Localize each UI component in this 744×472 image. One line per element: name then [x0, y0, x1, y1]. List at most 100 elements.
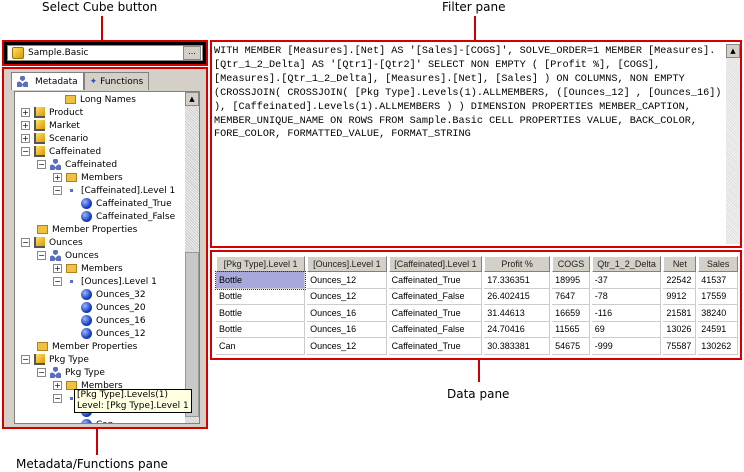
collapse-icon[interactable]: −: [37, 160, 46, 169]
grid-cell[interactable]: Bottle: [216, 321, 306, 338]
grid-cell[interactable]: Ounces_16: [307, 305, 387, 322]
mdx-query-text[interactable]: WITH MEMBER [Measures].[Net] AS '[Sales]…: [214, 46, 728, 141]
grid-cell[interactable]: 16659: [552, 305, 590, 322]
collapse-icon[interactable]: −: [53, 186, 62, 195]
tree-item[interactable]: − Caffeinated: [21, 145, 101, 158]
tab-functions[interactable]: ✦ Functions: [83, 72, 150, 90]
grid-cell[interactable]: Bottle: [214, 271, 307, 290]
collapse-icon[interactable]: −: [53, 394, 62, 403]
grid-cell[interactable]: 22542: [663, 272, 697, 289]
grid-cell[interactable]: -78: [591, 288, 662, 305]
grid-cell[interactable]: -999: [591, 338, 662, 355]
grid-cell[interactable]: -37: [591, 272, 662, 289]
collapse-icon[interactable]: −: [21, 147, 30, 156]
tree-item[interactable]: + Members: [53, 262, 123, 275]
tree-item[interactable]: Caffeinated_False: [81, 210, 175, 223]
tree-item[interactable]: Ounces_32: [81, 288, 146, 301]
grid-cell[interactable]: Caffeinated_False: [388, 288, 483, 305]
tree-item[interactable]: + Product: [21, 106, 83, 119]
expand-icon[interactable]: +: [53, 264, 62, 273]
tree-item[interactable]: − Pkg Type: [37, 366, 105, 379]
column-header[interactable]: [Caffeinated].Level 1: [388, 256, 483, 272]
tree-item[interactable]: Ounces_20: [81, 301, 146, 314]
filter-pane[interactable]: WITH MEMBER [Measures].[Net] AS '[Sales]…: [210, 40, 742, 248]
tree-item[interactable]: Can: [81, 418, 114, 423]
column-header[interactable]: COGS: [552, 256, 590, 272]
tree-item[interactable]: Ounces_12: [81, 327, 146, 340]
expand-icon[interactable]: +: [21, 134, 30, 143]
grid-cell[interactable]: 24.70416: [484, 321, 551, 338]
grid-cell[interactable]: Ounces_16: [307, 321, 387, 338]
scroll-up-icon[interactable]: ▲: [185, 92, 199, 106]
tree-item[interactable]: − Ounces: [21, 236, 83, 249]
tree-item[interactable]: − Caffeinated: [37, 158, 117, 171]
grid-cell[interactable]: 18995: [552, 272, 590, 289]
tree-item[interactable]: − Ounces: [37, 249, 99, 262]
grid-cell[interactable]: 21581: [663, 305, 697, 322]
grid-cell[interactable]: Ounces_12: [307, 272, 387, 289]
grid-cell[interactable]: -116: [591, 305, 662, 322]
tree-item[interactable]: Ounces_16: [81, 314, 146, 327]
grid-cell[interactable]: 24591: [698, 321, 738, 338]
cube-selector[interactable]: Sample.Basic ...: [7, 45, 203, 61]
grid-cell[interactable]: 38240: [698, 305, 738, 322]
grid-cell[interactable]: Bottle: [216, 288, 306, 305]
tree-scrollbar[interactable]: ▲: [185, 92, 199, 423]
collapse-icon[interactable]: −: [53, 277, 62, 286]
collapse-icon[interactable]: −: [21, 238, 30, 247]
tree-item[interactable]: −: [53, 392, 81, 405]
tree-item[interactable]: + Members: [53, 171, 123, 184]
collapse-icon[interactable]: −: [37, 368, 46, 377]
tree-item[interactable]: Caffeinated_True: [81, 197, 172, 210]
filter-scrollbar[interactable]: ▲: [726, 44, 740, 244]
metadata-tree[interactable]: ▲ Long Names + Product + Market + Scenario − Caf…: [14, 91, 200, 424]
column-header[interactable]: [Ounces].Level 1: [307, 256, 387, 272]
grid-cell[interactable]: Can: [216, 338, 306, 355]
expand-icon[interactable]: +: [53, 173, 62, 182]
collapse-icon[interactable]: −: [37, 251, 46, 260]
collapse-icon[interactable]: −: [21, 355, 30, 364]
grid-cell[interactable]: Caffeinated_True: [388, 272, 483, 289]
column-header[interactable]: [Pkg Type].Level 1: [216, 256, 306, 272]
grid-cell[interactable]: Caffeinated_True: [388, 305, 483, 322]
grid-cell[interactable]: 41537: [698, 272, 738, 289]
expand-icon[interactable]: +: [21, 121, 30, 130]
grid-cell[interactable]: Bottle: [216, 305, 306, 322]
tree-item[interactable]: Long Names: [65, 93, 136, 106]
grid-cell[interactable]: Caffeinated_False: [388, 321, 483, 338]
grid-cell[interactable]: Ounces_12: [307, 288, 387, 305]
grid-cell[interactable]: 130262: [698, 338, 738, 355]
tree-item[interactable]: − [Ounces].Level 1: [53, 275, 157, 288]
grid-cell[interactable]: 13026: [663, 321, 697, 338]
scroll-up-icon[interactable]: ▲: [726, 44, 740, 58]
grid-cell[interactable]: 9912: [663, 288, 697, 305]
grid-cell[interactable]: Ounces_12: [307, 338, 387, 355]
grid-cell[interactable]: 11565: [552, 321, 590, 338]
tree-item[interactable]: + Market: [21, 119, 80, 132]
column-header[interactable]: Sales: [698, 256, 738, 272]
tree-item[interactable]: − Pkg Type: [21, 353, 89, 366]
expand-icon[interactable]: +: [53, 381, 62, 390]
grid-cell[interactable]: 75587: [663, 338, 697, 355]
grid-cell[interactable]: 26.402415: [484, 288, 551, 305]
scroll-thumb[interactable]: [185, 252, 199, 417]
tree-item[interactable]: Member Properties: [37, 223, 137, 236]
grid-cell[interactable]: 69: [591, 321, 662, 338]
tree-item[interactable]: + Scenario: [21, 132, 88, 145]
grid-cell[interactable]: 17.336351: [484, 272, 551, 289]
column-header[interactable]: Profit %: [484, 256, 551, 272]
tree-item[interactable]: − [Caffeinated].Level 1: [53, 184, 175, 197]
column-header[interactable]: Qtr_1_2_Delta: [591, 256, 662, 272]
grid-cell[interactable]: 31.44613: [484, 305, 551, 322]
grid-cell[interactable]: 30.383381: [484, 338, 551, 355]
grid-cell[interactable]: 17559: [698, 288, 738, 305]
tab-metadata[interactable]: Metadata: [11, 72, 84, 90]
tree-item[interactable]: Member Properties: [37, 340, 137, 353]
tree-item[interactable]: + Members: [53, 379, 123, 392]
select-cube-button[interactable]: ...: [183, 46, 201, 60]
grid-cell[interactable]: Caffeinated_True: [388, 338, 483, 355]
expand-icon[interactable]: +: [21, 108, 30, 117]
column-header[interactable]: Net: [663, 256, 697, 272]
grid-cell[interactable]: 7647: [552, 288, 590, 305]
grid-cell[interactable]: 54675: [552, 338, 590, 355]
